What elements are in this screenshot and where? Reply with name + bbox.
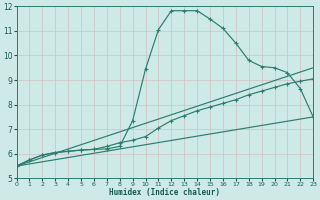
X-axis label: Humidex (Indice chaleur): Humidex (Indice chaleur)	[109, 188, 220, 197]
